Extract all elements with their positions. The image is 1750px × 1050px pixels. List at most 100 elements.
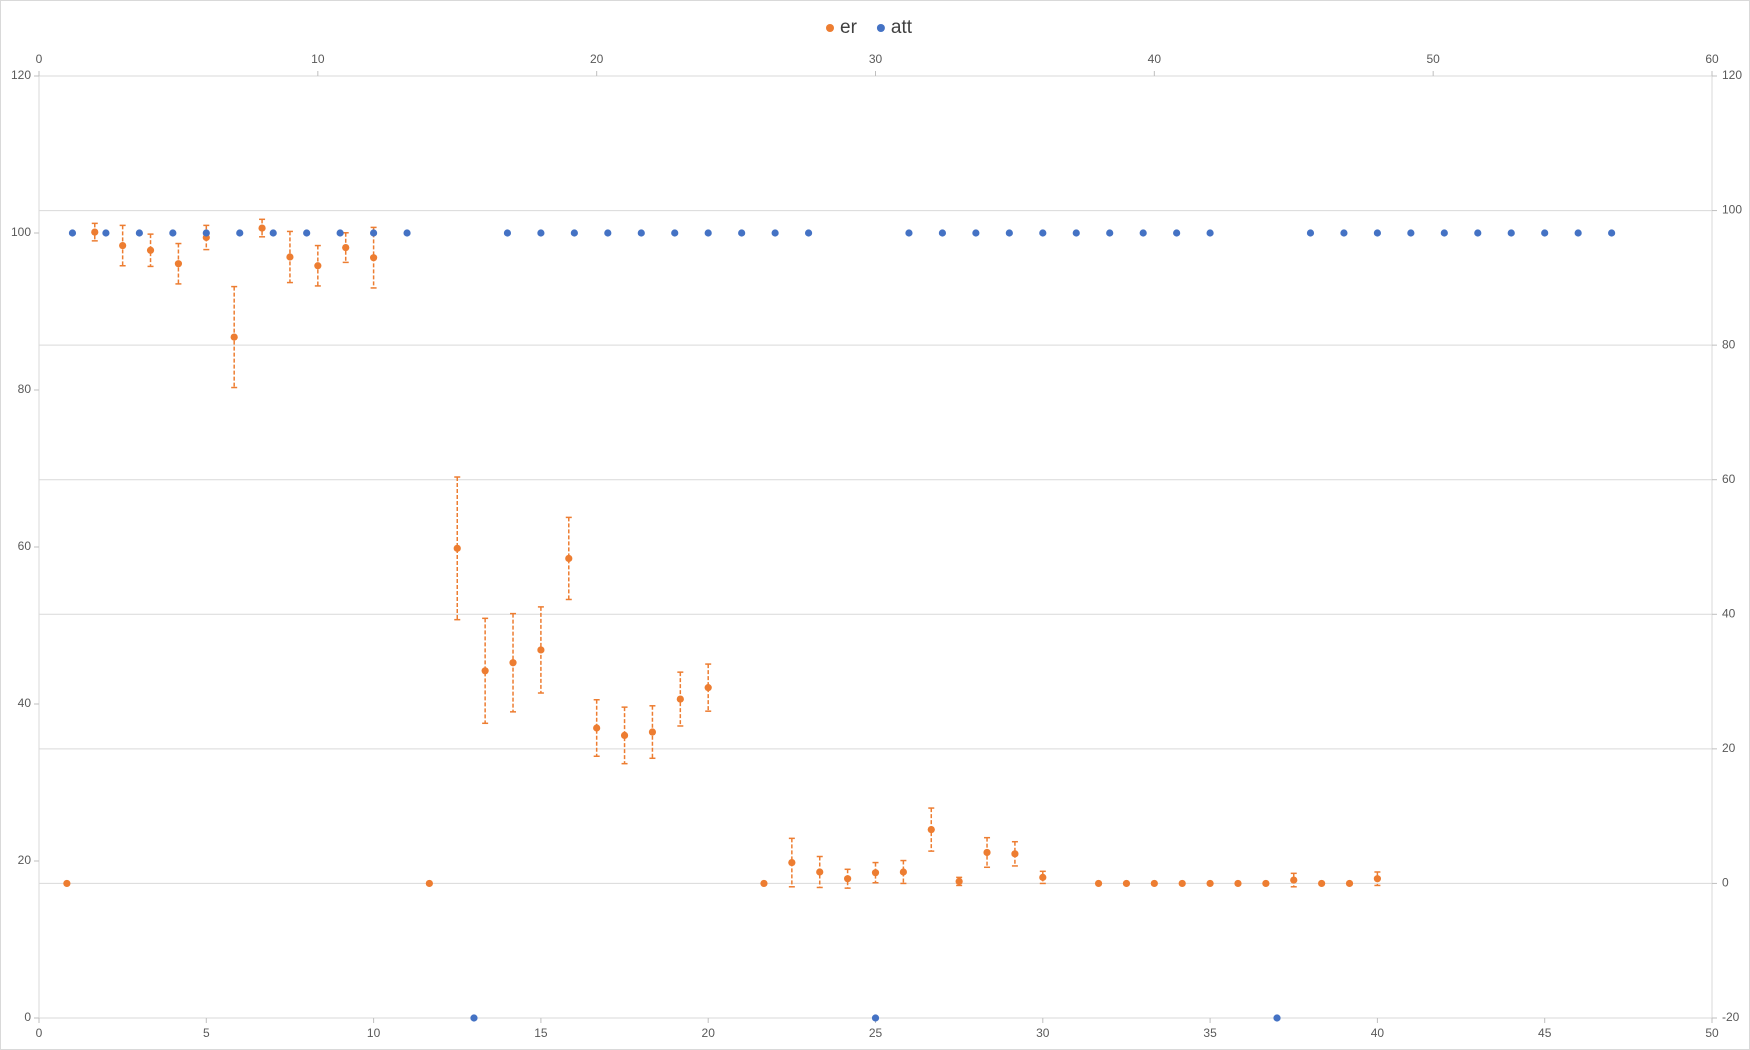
x2-tick-label: 60 [1705,52,1719,66]
point [844,875,852,883]
point [537,646,545,654]
point [1011,850,1019,858]
point [788,858,796,867]
x2-tick-label: 50 [1426,52,1440,66]
y2-tick-label: 120 [1722,68,1742,82]
point [1072,229,1080,237]
y-tick-label: 0 [24,1010,31,1024]
point [676,695,684,703]
point [314,262,322,270]
point [938,229,947,237]
point [119,241,127,250]
point [704,684,712,692]
point [804,229,813,237]
point [1608,229,1616,237]
point [1318,879,1326,888]
point [1106,229,1114,237]
point [1440,229,1448,237]
error-bar [565,516,572,601]
point [593,724,601,732]
point [1206,879,1214,888]
y-tick-label: 120 [11,68,31,82]
x-tick-label: 30 [1036,1026,1050,1040]
point [1306,229,1315,237]
point [1005,229,1013,237]
y2-tick-label: 20 [1722,741,1736,755]
y2-tick-label: 0 [1722,876,1729,890]
point [899,868,907,876]
point [871,869,880,877]
x-tick-label: 25 [869,1026,883,1040]
x-tick-label: 35 [1203,1026,1217,1040]
point [604,229,612,237]
point [509,659,517,667]
y-tick-label: 60 [18,539,32,553]
point [1262,879,1270,888]
point [68,229,77,237]
point [1150,879,1158,888]
point [1139,229,1147,237]
point [1507,229,1515,237]
y2-tick-label: 40 [1722,606,1736,620]
point [983,848,991,857]
point [871,1014,880,1022]
point [738,229,746,237]
point [1474,229,1482,237]
error-bar [621,706,628,765]
point [1541,229,1549,237]
error-bar [593,698,600,758]
point [1273,1014,1281,1022]
point [403,229,411,237]
y-tick-label: 80 [18,382,32,396]
point [955,877,963,886]
x-tick-label: 45 [1538,1026,1552,1040]
y2-tick-label: 100 [1722,203,1742,217]
x2-tick-label: 30 [869,52,883,66]
y-tick-label: 40 [18,696,32,710]
point [1373,229,1381,237]
error-bar [147,233,154,268]
x-tick-label: 20 [702,1026,716,1040]
point [453,544,461,552]
point [135,229,143,237]
x2-tick-label: 0 [36,52,43,66]
x-tick-label: 10 [367,1026,381,1040]
point [1122,879,1131,888]
legend-label: er [840,17,858,38]
point [927,826,935,834]
point [637,229,645,237]
error-bar [482,617,489,725]
y2-tick-label: 60 [1722,472,1736,486]
point [286,253,294,261]
point [905,229,913,237]
point [470,1014,478,1022]
x-tick-label: 15 [534,1026,548,1040]
point [169,229,177,237]
point [102,229,110,237]
point [174,260,183,268]
point [202,229,210,237]
point [1373,875,1381,883]
point [63,879,71,888]
point [370,254,378,262]
point [1340,229,1348,237]
point [760,879,768,888]
point [771,229,779,237]
error-bar [900,859,907,885]
error-bar [872,861,879,884]
y-tick-label: 100 [11,225,31,239]
point [370,229,378,237]
point [1234,879,1242,888]
error-bar [705,663,712,712]
y-tick-label: 20 [18,853,32,867]
point [1345,879,1354,888]
point [230,333,238,341]
point [258,224,266,232]
point [269,229,277,237]
point [425,879,433,888]
legend-marker [826,24,834,32]
point [972,229,980,237]
x2-tick-label: 20 [590,52,604,66]
point [91,228,99,236]
